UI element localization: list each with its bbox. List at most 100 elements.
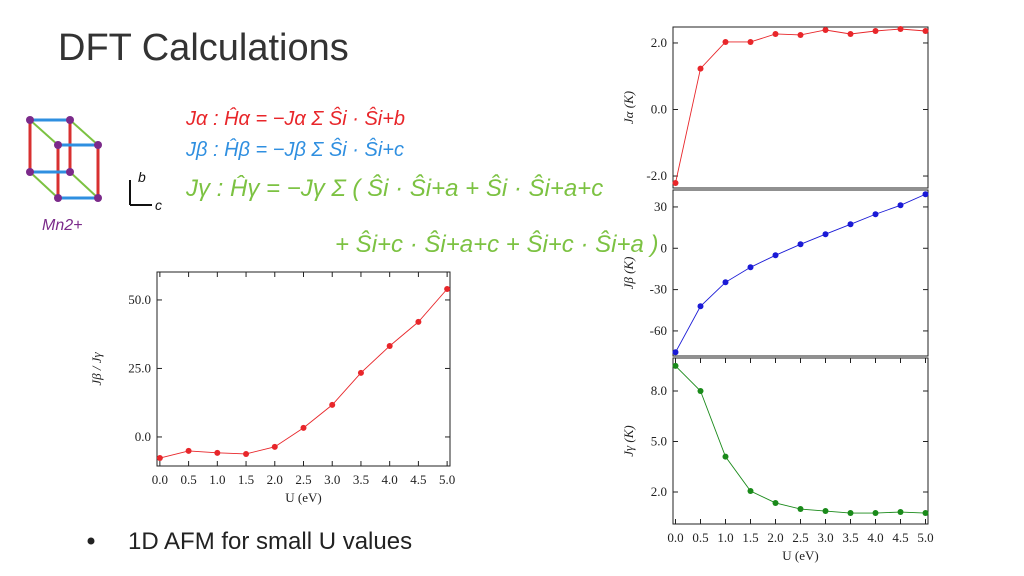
y-tick-label: -30 [650, 282, 667, 297]
x-axis-label: U (eV) [782, 548, 818, 563]
data-point [722, 38, 729, 45]
data-point [697, 303, 704, 310]
axis-c-label: c [155, 197, 162, 213]
data-point [329, 401, 336, 408]
data-point [697, 387, 704, 394]
x-tick-label: 4.5 [892, 530, 908, 545]
data-point [672, 349, 679, 356]
data-point [214, 449, 221, 456]
x-tick-label: 4.5 [410, 472, 426, 487]
equation: Jγ : Ĥγ = −Jγ Σ ( Ŝi · Ŝi+a + Ŝi · Ŝi+a+… [185, 174, 603, 202]
x-tick-label: 4.0 [382, 472, 398, 487]
data-point [872, 27, 879, 34]
data-point [772, 30, 779, 37]
data-point [797, 241, 804, 248]
data-point [243, 450, 250, 457]
data-point [922, 510, 929, 517]
x-tick-label: 0.0 [667, 530, 683, 545]
x-tick-label: 3.5 [842, 530, 858, 545]
charts: 0.0 25.0 50.0 0.0 0.5 1.0 1.5 2.0 2.5 3.0 3.5 4.0 4.… [89, 25, 934, 563]
chart: 0.0 25.0 50.0 0.0 0.5 1.0 1.5 2.0 2.5 3.0 3.5 4.0 4.… [89, 271, 455, 505]
data-point [156, 455, 163, 462]
data-point [822, 231, 829, 238]
data-point [822, 26, 829, 33]
x-tick-label: 3.0 [324, 472, 340, 487]
data-point [357, 369, 364, 376]
plot-frame [672, 26, 929, 189]
x-tick-label: 2.5 [792, 530, 808, 545]
ion-label: Mn2+ [42, 217, 82, 234]
x-tick-label: 2.5 [295, 472, 311, 487]
x-tick-label: 1.0 [209, 472, 225, 487]
plot-frame [672, 189, 929, 357]
data-point [922, 27, 929, 34]
x-tick-label: 3.0 [817, 530, 833, 545]
y-axis-label: Jγ (K) [621, 425, 636, 456]
data-point [797, 506, 804, 513]
x-tick-label: 4.0 [867, 530, 883, 545]
data-point [722, 279, 729, 286]
y-tick-label: -60 [650, 323, 667, 338]
data-point [415, 318, 422, 325]
y-tick-label: 0 [661, 240, 668, 255]
y-axis-label: Jβ / Jγ [89, 351, 104, 385]
y-tick-label: 2.0 [651, 484, 667, 499]
x-tick-label: 2.0 [267, 472, 283, 487]
x-tick-label: 1.5 [238, 472, 254, 487]
data-point [822, 508, 829, 515]
data-point [897, 25, 904, 32]
data-point [897, 202, 904, 209]
y-tick-label: 2.0 [651, 35, 667, 50]
chart: -2.0 0.0 2.0 Jα (K) [621, 25, 929, 189]
y-tick-label: 0.0 [135, 429, 151, 444]
y-axis-label: Jβ (K) [621, 257, 636, 290]
x-tick-label: 0.5 [180, 472, 196, 487]
data-point [747, 264, 754, 271]
data-point [747, 38, 754, 45]
bullet-dot [87, 537, 95, 545]
data-point [772, 499, 779, 506]
data-point [722, 453, 729, 460]
y-tick-label: -2.0 [646, 168, 667, 183]
data-point [185, 447, 192, 454]
x-tick-label: 0.5 [692, 530, 708, 545]
x-tick-label: 1.5 [742, 530, 758, 545]
axis-b-label: b [138, 169, 146, 185]
chart: 30 0 -30 -60 Jβ (K) [621, 189, 929, 357]
x-tick-label: 0.0 [152, 472, 168, 487]
data-point [271, 443, 278, 450]
data-point [847, 510, 854, 517]
y-tick-label: 50.0 [128, 292, 151, 307]
x-tick-label: 3.5 [353, 472, 369, 487]
equation: Jβ : Ĥβ = −Jβ Σ Ŝi · Ŝi+c [185, 137, 404, 161]
data-point [386, 342, 393, 349]
data-point [897, 509, 904, 516]
y-tick-label: 5.0 [651, 434, 667, 449]
crystal-structure [26, 116, 152, 206]
x-tick-label: 1.0 [717, 530, 733, 545]
data-point [847, 30, 854, 37]
equation: Jα : Ĥα = −Jα Σ Ŝi · Ŝi+b [185, 106, 405, 130]
bullet-text: 1D AFM for small U values [128, 528, 412, 555]
data-point [922, 191, 929, 198]
y-tick-label: 30 [654, 199, 667, 214]
equation: + Ŝi+c · Ŝi+a+c + Ŝi+c · Ŝi+a ) [335, 230, 658, 258]
y-tick-label: 8.0 [651, 383, 667, 398]
data-point [872, 211, 879, 218]
data-point [872, 510, 879, 517]
y-tick-label: 0.0 [651, 101, 667, 116]
data-point [444, 285, 451, 292]
data-point [747, 488, 754, 495]
data-point [797, 31, 804, 38]
x-tick-label: 5.0 [439, 472, 455, 487]
data-point [672, 362, 679, 369]
data-point [847, 221, 854, 228]
data-point [697, 65, 704, 72]
data-point [672, 180, 679, 187]
data-point [772, 252, 779, 259]
x-axis-label: U (eV) [285, 490, 321, 505]
equations: Jα : Ĥα = −Jα Σ Ŝi · Ŝi+b Jβ : Ĥβ = −Jβ Σ… [185, 106, 658, 258]
y-tick-label: 25.0 [128, 360, 151, 375]
